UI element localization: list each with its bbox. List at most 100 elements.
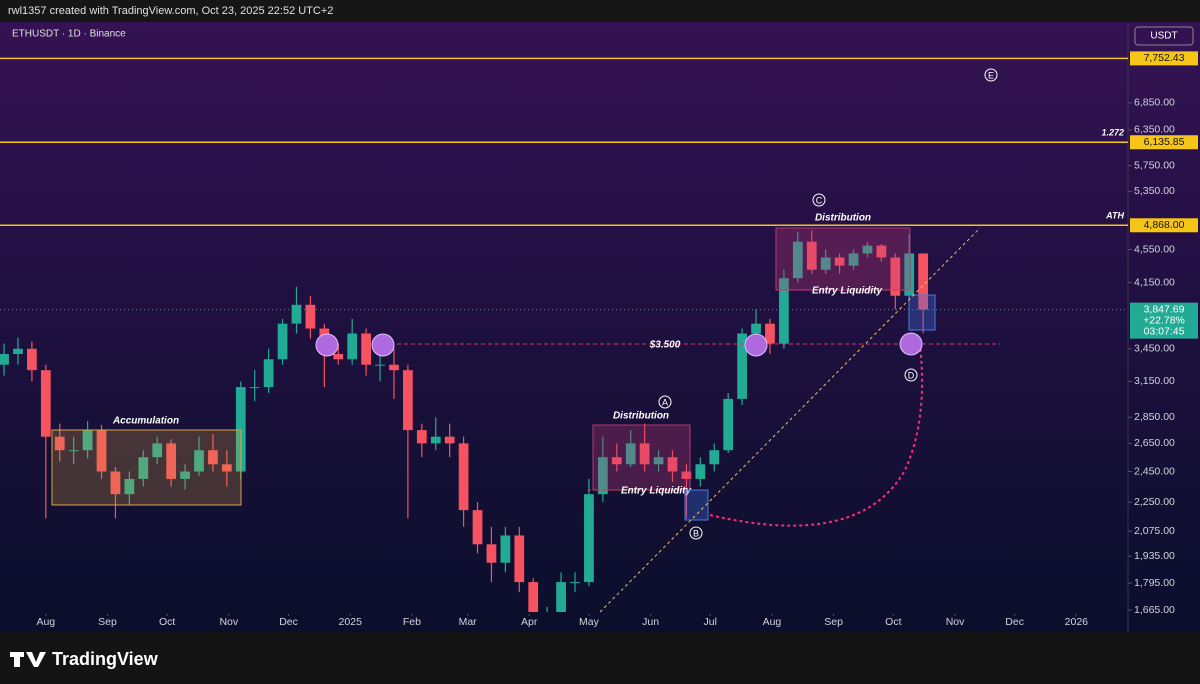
time-tick-label: Dec xyxy=(279,616,298,628)
time-tick-label: Sep xyxy=(824,616,843,628)
brand-logo xyxy=(10,652,46,667)
candle-body xyxy=(180,471,190,479)
price-tick-label: 1,795.00 xyxy=(1134,577,1175,589)
level-tag-label: 6,135.85 xyxy=(1144,136,1185,148)
point-circle xyxy=(658,395,672,409)
candle-body xyxy=(792,241,803,279)
candle-body xyxy=(486,544,497,563)
candle-body xyxy=(305,304,316,329)
level-note: 1.272 xyxy=(1101,128,1124,138)
annotation-text: Distribution xyxy=(613,411,669,422)
candle-body xyxy=(235,387,246,472)
candle-body xyxy=(737,333,747,399)
candle-body xyxy=(444,436,455,444)
time-tick-label: Jun xyxy=(642,616,659,628)
price-tick-label: 4,550.00 xyxy=(1134,243,1175,255)
price-tick-label: 6,350.00 xyxy=(1134,124,1175,136)
accumulation-box xyxy=(51,429,242,506)
candle-body xyxy=(723,398,734,451)
time-tick-label: Nov xyxy=(946,616,965,628)
chart-background xyxy=(0,22,1200,632)
candle-body xyxy=(862,245,873,254)
point-circle xyxy=(812,193,826,207)
last-price-change: +22.78% xyxy=(1143,314,1185,326)
marker-circle xyxy=(744,333,768,357)
price-tick-label: 5,350.00 xyxy=(1134,185,1175,197)
candle-body xyxy=(152,443,163,458)
candle-body xyxy=(653,457,664,465)
candle-body xyxy=(291,304,302,324)
level-tag xyxy=(1130,218,1198,233)
candle-body xyxy=(68,450,79,452)
candle-body xyxy=(528,582,539,612)
level-tag xyxy=(1130,51,1198,66)
marker-circle xyxy=(899,332,923,356)
candle-body xyxy=(375,364,385,366)
distribution-box xyxy=(592,424,691,491)
candle-body xyxy=(597,457,608,495)
point-label: E xyxy=(988,70,994,80)
candle-body xyxy=(779,278,789,344)
time-tick-label: Dec xyxy=(1005,616,1024,628)
candle-body xyxy=(834,257,845,266)
price-tick-label: 3,450.00 xyxy=(1134,343,1175,355)
candle-body xyxy=(0,353,9,365)
candle-body xyxy=(472,510,483,545)
price-tick-label: 1,665.00 xyxy=(1134,604,1175,616)
candle-body xyxy=(458,443,469,511)
time-tick-label: 2025 xyxy=(339,616,363,628)
price-tick-label: 4,150.00 xyxy=(1134,276,1175,288)
candle-body xyxy=(138,457,149,479)
price-tick-label: 2,850.00 xyxy=(1134,411,1175,423)
projection-curve xyxy=(709,344,924,527)
marker-circle xyxy=(315,333,339,357)
candle-body xyxy=(625,443,636,465)
point-circle xyxy=(689,526,703,540)
candle-body xyxy=(416,430,427,444)
point-circle xyxy=(984,68,998,82)
target-box xyxy=(908,294,936,331)
candle-body xyxy=(904,253,915,296)
candle-body xyxy=(890,257,901,296)
candle-body xyxy=(40,370,51,437)
candle-body xyxy=(194,450,204,472)
price-tick-label: 2,450.00 xyxy=(1134,465,1175,477)
price-tick-label: 1,935.00 xyxy=(1134,550,1175,562)
annotation-text: Entry Liquidity xyxy=(812,286,882,297)
candle-body xyxy=(208,450,218,465)
price-tick-label: 6,850.00 xyxy=(1134,97,1175,109)
candle-body xyxy=(639,443,650,465)
time-tick-label: Oct xyxy=(885,616,901,628)
header-bar xyxy=(0,0,1200,22)
candle-body xyxy=(751,323,761,334)
point-label: D xyxy=(908,370,915,380)
candle-body xyxy=(277,323,288,360)
candle-body xyxy=(333,353,344,360)
time-tick-label: Mar xyxy=(459,616,478,628)
candle-body xyxy=(389,364,399,371)
candle-body xyxy=(27,348,37,371)
level-note: ATH xyxy=(1105,211,1124,221)
annotation-text: Entry Liquidity xyxy=(621,486,691,497)
currency-button[interactable] xyxy=(1134,26,1194,46)
level-tag-label: 7,752.43 xyxy=(1144,52,1185,64)
price-tick-label: 5,750.00 xyxy=(1134,159,1175,171)
currency-label[interactable]: USDT xyxy=(1150,31,1177,42)
chart-title: ETHUSDT · 1D · Binance xyxy=(12,29,126,40)
candle-body xyxy=(13,348,23,354)
time-tick-label: Oct xyxy=(159,616,175,628)
annotation-text: Distribution xyxy=(815,213,871,224)
candle-body xyxy=(110,471,121,495)
footer-bar xyxy=(0,632,1200,684)
candle-body xyxy=(221,464,232,472)
candle-body xyxy=(584,494,594,583)
time-tick-label: Nov xyxy=(219,616,238,628)
candle-body xyxy=(96,430,107,472)
candle-body xyxy=(500,535,511,563)
time-tick-label: Jul xyxy=(704,616,717,628)
point-circle xyxy=(904,368,918,382)
candle-body xyxy=(403,370,413,431)
time-tick-label: Apr xyxy=(521,616,538,628)
candle-body xyxy=(570,582,580,584)
